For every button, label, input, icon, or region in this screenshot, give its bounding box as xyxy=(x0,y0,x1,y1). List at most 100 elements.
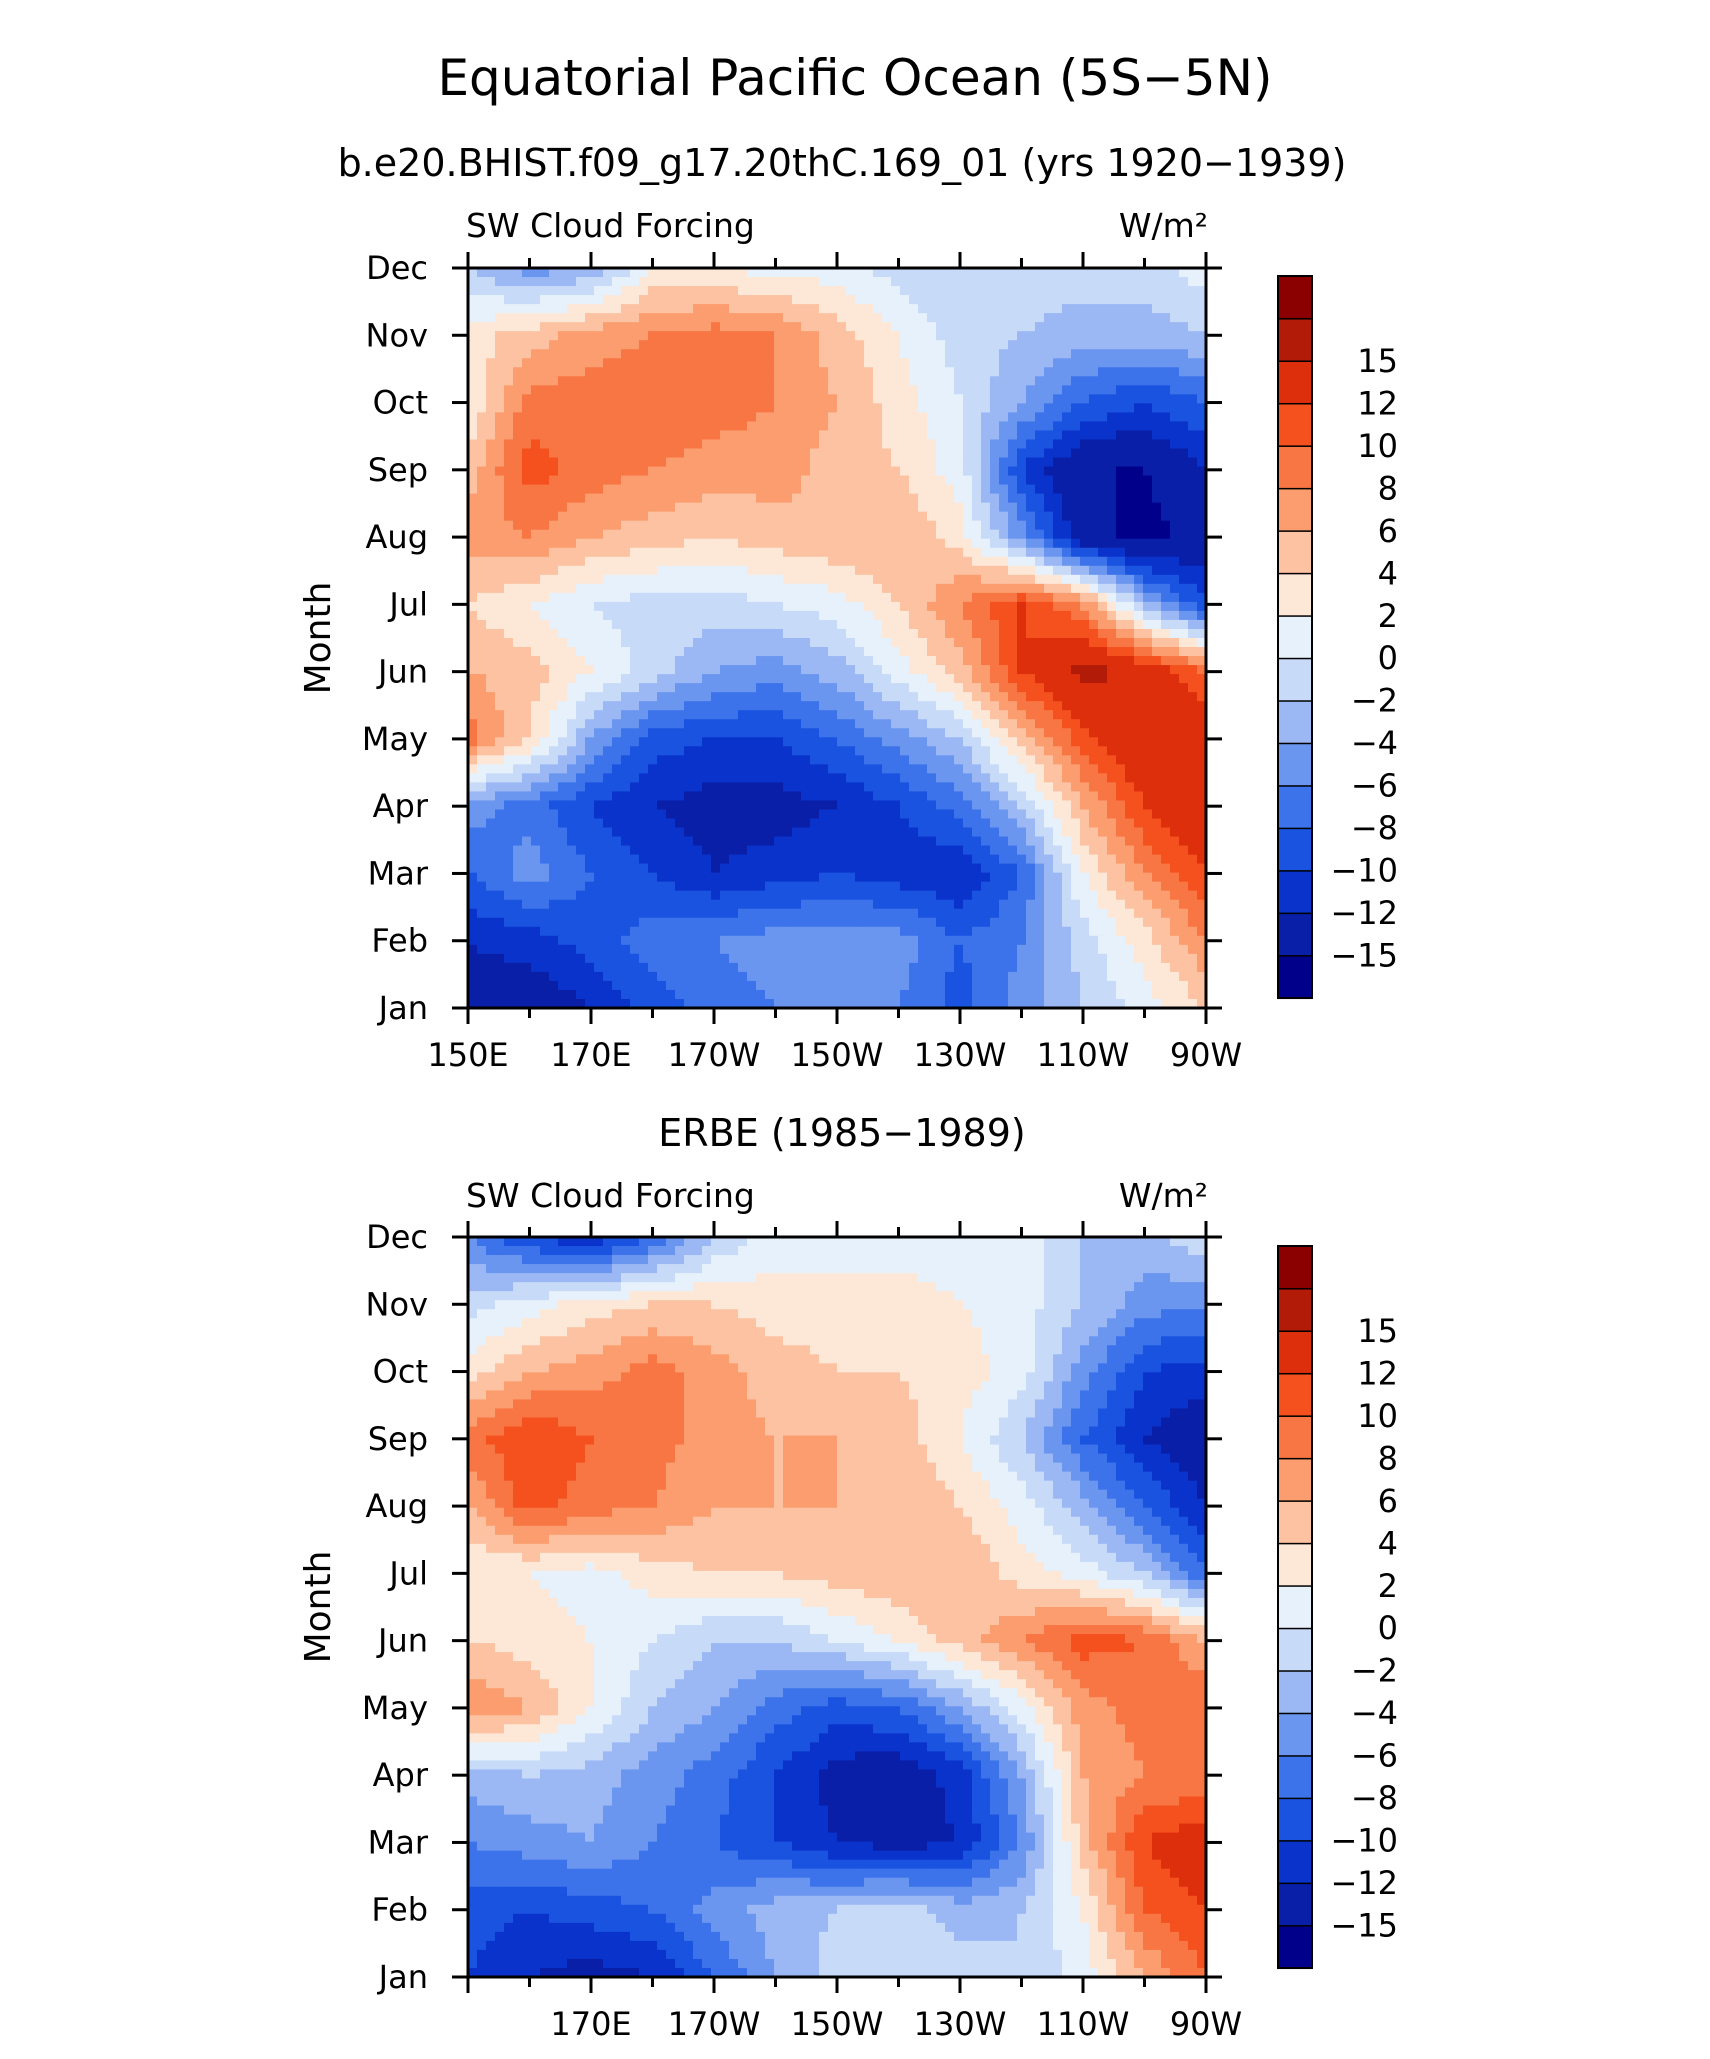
heatmap-cell xyxy=(468,484,478,495)
heatmap-cell xyxy=(1143,304,1153,314)
heatmap-cell xyxy=(1044,547,1054,558)
heatmap-cell xyxy=(522,656,532,666)
heatmap-cell xyxy=(828,412,838,423)
heatmap-cell xyxy=(1116,683,1126,693)
heatmap-cell xyxy=(702,340,712,350)
heatmap-cell xyxy=(1098,376,1108,386)
heatmap-cell xyxy=(1026,430,1036,441)
heatmap-cell xyxy=(585,313,595,323)
heatmap-cell xyxy=(945,448,955,459)
heatmap-cell xyxy=(1161,448,1171,459)
heatmap-cell xyxy=(711,466,721,477)
heatmap-cell xyxy=(711,710,721,720)
heatmap-cell xyxy=(954,710,964,720)
heatmap-cell xyxy=(855,701,865,711)
heatmap-cell xyxy=(486,809,496,820)
heatmap-cell xyxy=(630,565,640,576)
heatmap-cell xyxy=(468,565,478,576)
heatmap-cell xyxy=(819,692,829,702)
heatmap-cell xyxy=(1008,692,1018,702)
heatmap-cell xyxy=(1062,529,1072,540)
heatmap-cell xyxy=(486,619,496,630)
heatmap-cell xyxy=(1197,502,1207,513)
heatmap-cell xyxy=(954,448,964,459)
heatmap-cell xyxy=(1080,719,1090,729)
heatmap-cell xyxy=(1188,710,1198,720)
heatmap-cell xyxy=(567,430,577,441)
heatmap-cell xyxy=(657,475,667,486)
heatmap-cell xyxy=(621,286,631,296)
heatmap-cell xyxy=(630,340,640,350)
heatmap-cell xyxy=(621,683,631,693)
heatmap-cell xyxy=(891,367,901,377)
heatmap-cell xyxy=(477,484,487,495)
heatmap-cell xyxy=(639,394,649,404)
heatmap-cell xyxy=(639,403,649,413)
heatmap-cell xyxy=(873,647,883,657)
heatmap-cell xyxy=(531,647,541,657)
heatmap-cell xyxy=(738,304,748,314)
heatmap-cell xyxy=(891,674,901,684)
heatmap-cell xyxy=(828,385,838,395)
heatmap-cell xyxy=(846,412,856,423)
heatmap-cell xyxy=(684,520,694,531)
heatmap-cell xyxy=(702,475,712,486)
heatmap-cell xyxy=(1017,782,1027,793)
heatmap-cell xyxy=(1026,638,1036,648)
heatmap-cell xyxy=(567,592,577,603)
heatmap-cell xyxy=(720,565,730,576)
heatmap-cell xyxy=(792,295,802,305)
heatmap-cell xyxy=(630,313,640,323)
heatmap-cell xyxy=(1116,403,1126,413)
heatmap-cell xyxy=(864,755,874,765)
heatmap-cell xyxy=(1152,791,1162,802)
heatmap-cell xyxy=(855,430,865,441)
heatmap-cell xyxy=(657,647,667,657)
heatmap-cell xyxy=(765,538,775,549)
heatmap-cell xyxy=(765,394,775,404)
heatmap-cell xyxy=(918,313,928,323)
heatmap-cell xyxy=(801,601,811,612)
heatmap-cell xyxy=(666,782,676,793)
heatmap-cell xyxy=(1089,511,1099,522)
heatmap-cell xyxy=(1071,349,1081,359)
heatmap-cell xyxy=(918,800,928,811)
heatmap-cell xyxy=(1116,511,1126,522)
heatmap-cell xyxy=(891,755,901,765)
heatmap-cell xyxy=(639,367,649,377)
heatmap-cell xyxy=(828,340,838,350)
heatmap-cell xyxy=(1143,592,1153,603)
heatmap-cell xyxy=(990,791,1000,802)
heatmap-cell xyxy=(873,385,883,395)
heatmap-cell xyxy=(1134,547,1144,558)
heatmap-cell xyxy=(1089,376,1099,386)
heatmap-cell xyxy=(801,610,811,621)
heatmap-cell xyxy=(981,791,991,802)
heatmap-cell xyxy=(1179,268,1189,278)
heatmap-cell xyxy=(1107,601,1117,612)
heatmap-cell xyxy=(738,638,748,648)
heatmap-cell xyxy=(828,358,838,368)
heatmap-cell xyxy=(1098,692,1108,702)
heatmap-cell xyxy=(486,556,496,567)
heatmap-cell xyxy=(1143,340,1153,350)
heatmap-cell xyxy=(1152,565,1162,576)
heatmap-cell xyxy=(936,782,946,793)
heatmap-cell xyxy=(1098,511,1108,522)
heatmap-cell xyxy=(603,484,613,495)
heatmap-cell xyxy=(810,349,820,359)
heatmap-cell xyxy=(999,295,1009,305)
heatmap-cell xyxy=(900,340,910,350)
heatmap-cell xyxy=(594,529,604,540)
heatmap-cell xyxy=(495,746,505,756)
heatmap-cell xyxy=(945,421,955,432)
heatmap-cell xyxy=(747,628,757,639)
heatmap-cell xyxy=(720,376,730,386)
heatmap-cell xyxy=(828,448,838,459)
heatmap-cell xyxy=(1179,619,1189,630)
heatmap-cell xyxy=(1008,728,1018,738)
heatmap-cell xyxy=(1134,430,1144,441)
heatmap-cell xyxy=(882,340,892,350)
heatmap-cell xyxy=(783,746,793,756)
heatmap-cell xyxy=(603,394,613,404)
